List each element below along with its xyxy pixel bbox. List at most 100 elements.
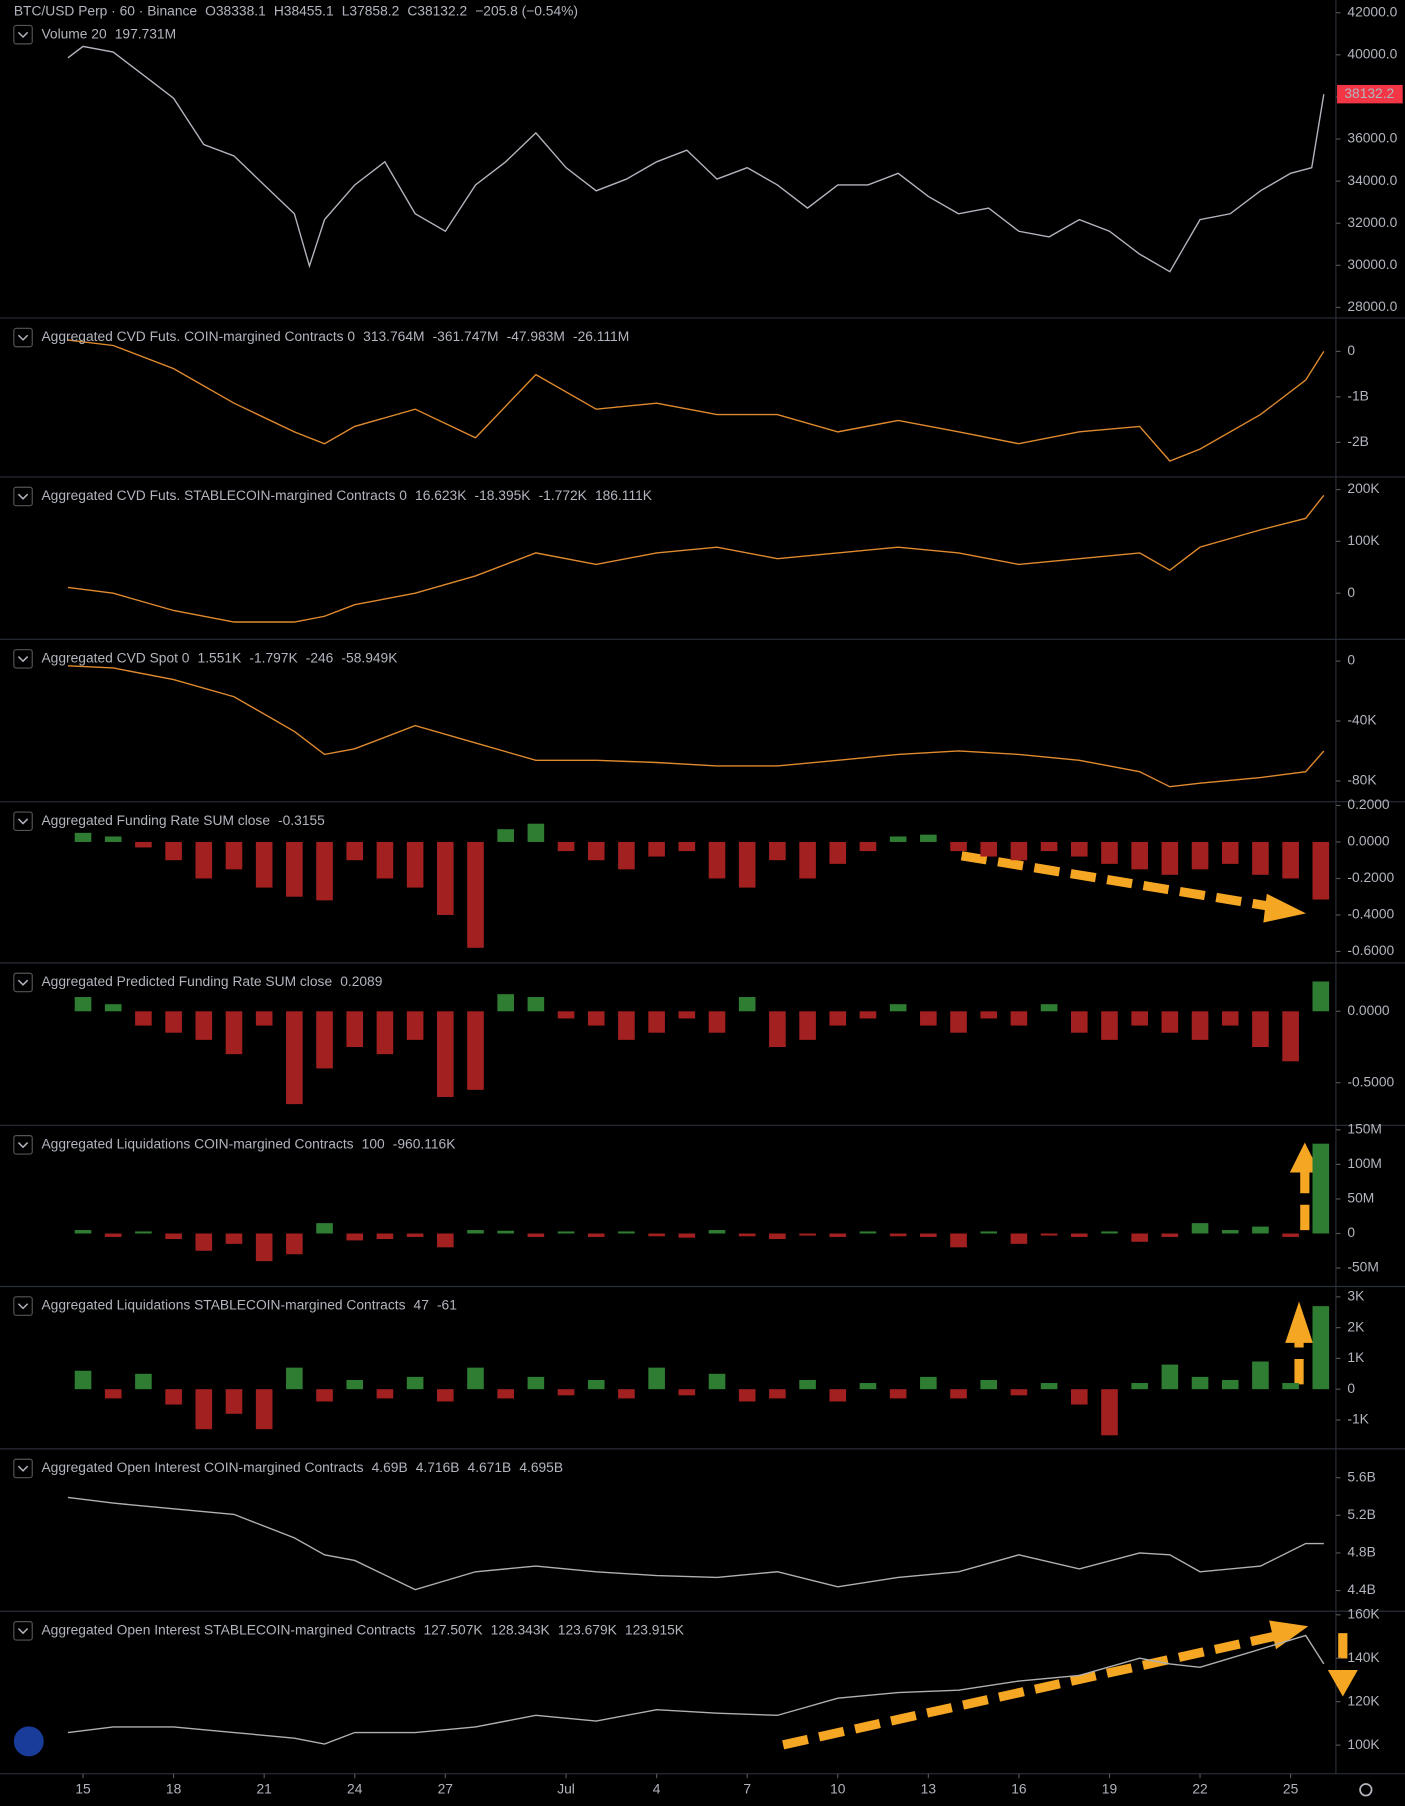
bar: [195, 1389, 213, 1430]
y-tick-label: 4.4B: [1347, 1581, 1375, 1597]
y-tick-label: 0.0000: [1347, 1002, 1390, 1018]
settings-icon[interactable]: [1359, 1783, 1373, 1797]
y-tick-label: -1K: [1347, 1411, 1369, 1427]
bar: [1191, 841, 1209, 870]
bar: [135, 1373, 152, 1390]
x-tick-label: 10: [830, 1780, 846, 1796]
legend-text: -47.983M: [507, 328, 565, 344]
bar: [1131, 1233, 1148, 1242]
legend-text: Aggregated CVD Futs. COIN-margined Contr…: [41, 328, 355, 344]
bar: [799, 1011, 816, 1040]
y-tick-label: 36000.0: [1347, 130, 1397, 146]
bar: [74, 832, 92, 842]
arrow-head: [1263, 893, 1306, 923]
bar: [316, 841, 333, 901]
bar: [286, 1233, 303, 1255]
bar: [346, 1011, 364, 1048]
legend-text: 100: [362, 1135, 385, 1151]
y-tick-label: 4.8B: [1347, 1544, 1375, 1560]
bar: [678, 841, 696, 852]
bar: [799, 841, 816, 879]
collapse-button[interactable]: [13, 1296, 33, 1316]
collapse-button[interactable]: [13, 972, 33, 993]
legend-text: H38455.1: [274, 2, 334, 18]
bar: [135, 841, 152, 848]
series: [74, 1306, 1330, 1436]
y-tick-label: 0: [1347, 584, 1355, 600]
bar: [1191, 1011, 1209, 1040]
bar: [769, 841, 786, 861]
series: [67, 339, 1325, 462]
bar: [708, 841, 726, 879]
collapse-button[interactable]: [13, 24, 33, 45]
bar: [255, 1011, 273, 1026]
bar: [1101, 1011, 1118, 1040]
legend-text: 186.111K: [595, 487, 653, 503]
bar: [648, 1233, 665, 1237]
bar: [1312, 841, 1330, 900]
x-tick-label: 16: [1011, 1780, 1027, 1796]
bar: [1282, 1383, 1299, 1390]
collapse-button[interactable]: [13, 1458, 33, 1479]
bar: [135, 1011, 152, 1026]
collapse-button[interactable]: [13, 1621, 33, 1641]
legend-text: 47: [414, 1297, 429, 1313]
legend-text: 1.551K: [198, 649, 243, 665]
bar: [527, 997, 545, 1012]
collapse-button[interactable]: [13, 486, 33, 507]
collapse-button[interactable]: [13, 811, 33, 832]
legend-text: -246: [306, 649, 334, 665]
collapse-button[interactable]: [13, 649, 33, 669]
bar: [587, 1011, 605, 1026]
bar: [467, 1230, 484, 1234]
bar: [165, 1011, 182, 1033]
bar: [1312, 1306, 1330, 1390]
y-tick-label: 2K: [1347, 1318, 1365, 1334]
legend-text: 123.915K: [625, 1621, 685, 1637]
y-tick-label: -2B: [1347, 433, 1368, 449]
y-tick-label: -0.6000: [1347, 942, 1394, 958]
collapse-button[interactable]: [13, 1135, 33, 1155]
legend-text: Aggregated CVD Spot 0: [41, 649, 189, 665]
legend-text: Volume 20: [41, 25, 107, 41]
legend-text: Aggregated Predicted Funding Rate SUM cl…: [41, 973, 332, 989]
collapse-button[interactable]: [13, 327, 33, 348]
line: [67, 494, 1325, 623]
bar: [436, 1389, 454, 1402]
logo[interactable]: [13, 1726, 44, 1757]
legend-text: Aggregated Open Interest COIN-margined C…: [41, 1459, 363, 1475]
arrow-head: [1289, 1142, 1320, 1173]
legend-text: 4.69B: [372, 1459, 408, 1475]
bar: [1312, 981, 1330, 1012]
y-tick-label: 0: [1347, 1380, 1355, 1396]
y-tick-label: 40000.0: [1347, 45, 1397, 61]
y-tick-label: 200K: [1347, 480, 1380, 496]
y-tick-label: 1K: [1347, 1349, 1365, 1365]
bar: [708, 1011, 726, 1033]
bar: [467, 841, 484, 948]
bar: [104, 1389, 122, 1399]
bar: [648, 1367, 665, 1390]
bar: [889, 1389, 907, 1399]
bar: [557, 1389, 575, 1396]
bar: [769, 1011, 786, 1048]
bar: [1161, 1364, 1179, 1390]
bar: [1282, 1011, 1299, 1062]
bar: [1282, 841, 1299, 879]
legend-text: 4.671B: [468, 1459, 512, 1475]
bar: [527, 1376, 545, 1390]
chevron: [17, 31, 29, 39]
chevron: [17, 1142, 29, 1149]
bar: [889, 1004, 907, 1012]
series: [67, 665, 1325, 788]
bar: [920, 834, 937, 842]
bar: [829, 1389, 847, 1402]
bar: [406, 841, 424, 888]
bar: [950, 841, 967, 852]
bar: [1070, 1233, 1088, 1237]
y-tick-label: -0.4000: [1347, 906, 1394, 922]
last-price-label: 38132.2: [1344, 85, 1394, 101]
bar: [316, 1223, 333, 1234]
